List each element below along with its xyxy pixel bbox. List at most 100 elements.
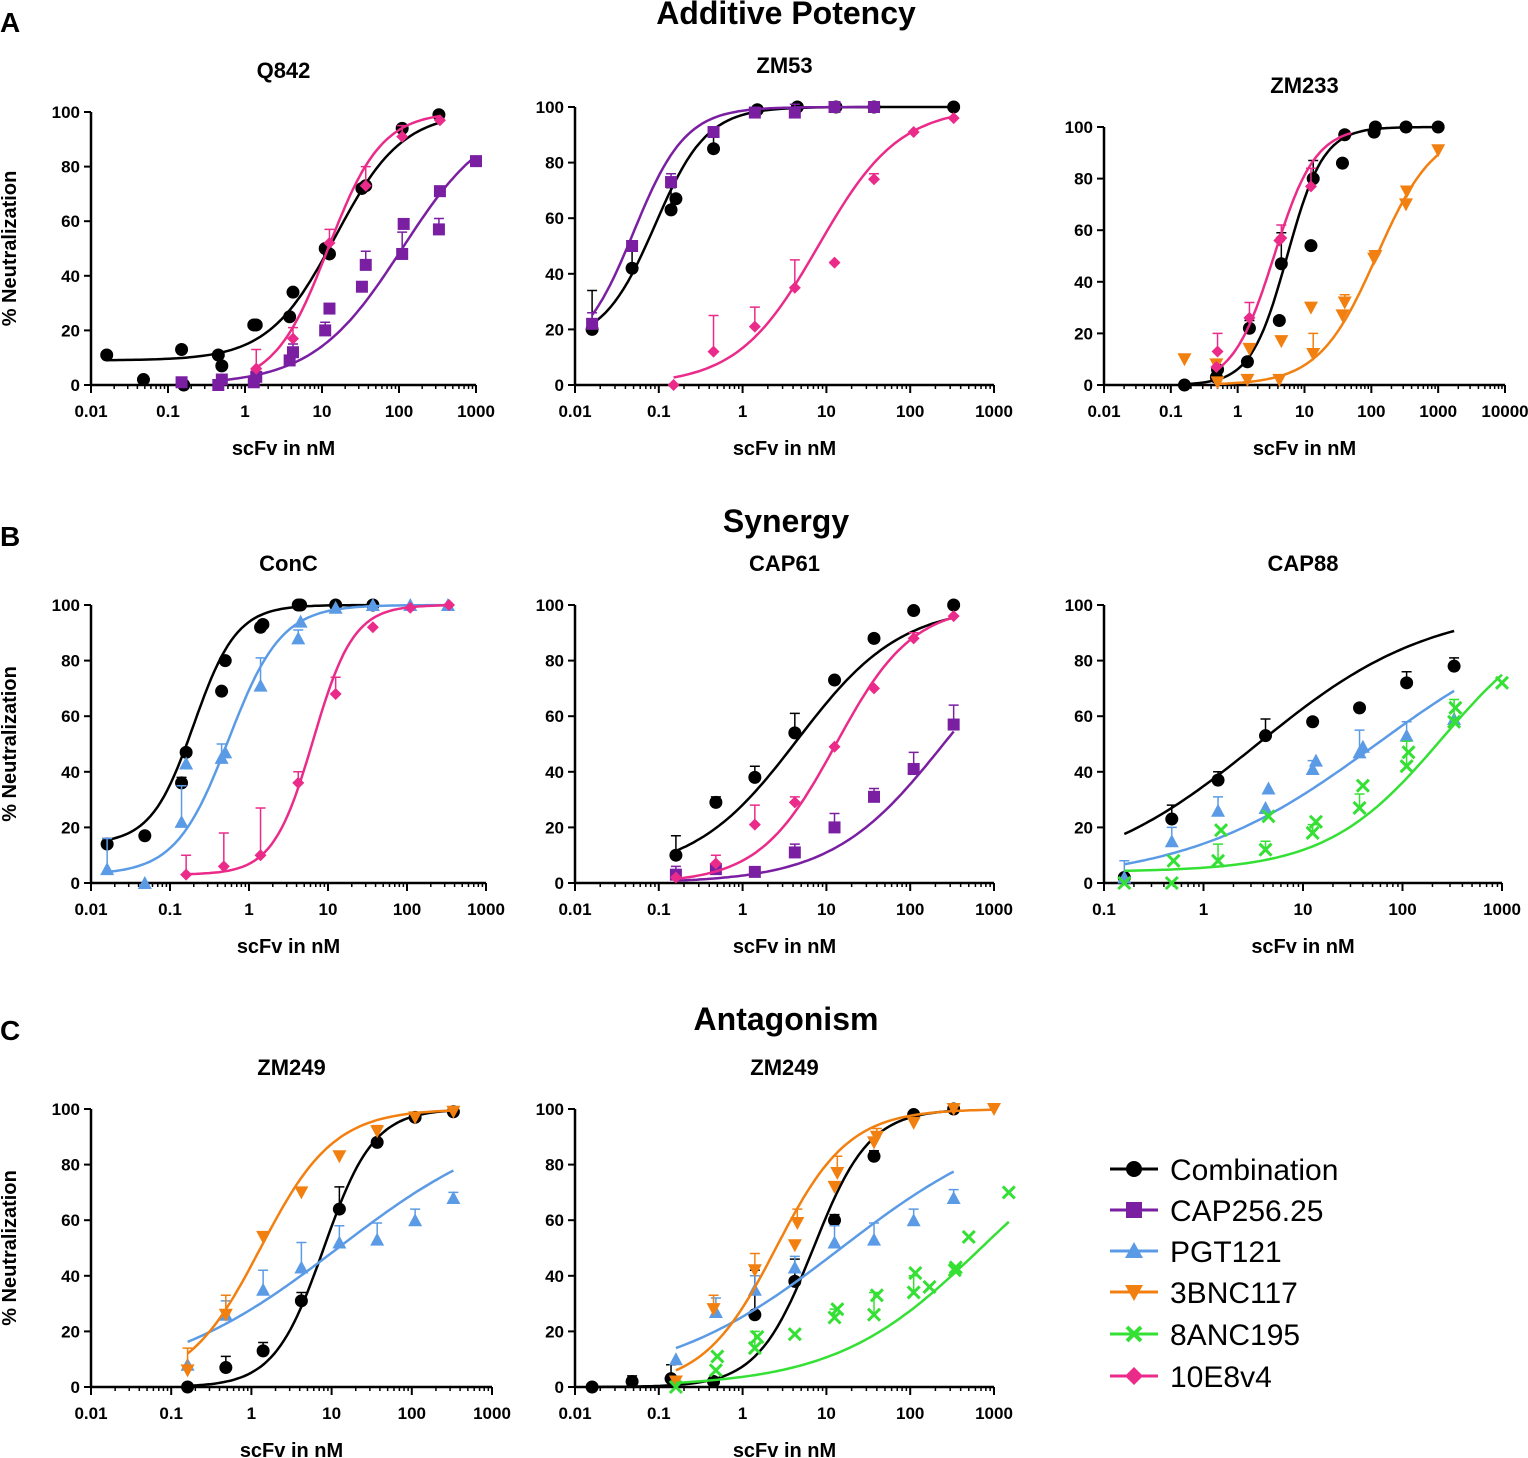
x-tick-label: 0.01 [1087,402,1120,421]
data-point [355,280,368,293]
x-tick-label: 1 [738,402,747,421]
fit-curve-cap256-25 [675,730,955,882]
data-point [446,1190,461,1204]
section-a-letter: A [0,7,20,38]
data-point [828,740,841,753]
x-tick-label: 100 [398,1404,426,1423]
series-pgt121 [668,1170,961,1366]
data-point [215,684,229,698]
data-point [137,876,152,889]
data-point [1447,659,1461,673]
data-point [215,373,228,386]
data-point [180,1364,195,1378]
data-point [788,726,802,740]
y-tick-label: 40 [61,763,80,782]
data-point [470,155,482,168]
data-point [747,1264,762,1278]
data-point [1305,825,1320,841]
data-point [948,1260,963,1275]
data-point [433,185,446,198]
data-point [668,1352,683,1366]
fit-curve-8anc195 [675,1220,1010,1385]
fit-curve-10e8v4 [675,616,955,881]
data-point [669,192,683,206]
series-combination [585,1102,961,1394]
data-point [442,599,455,611]
data-point [1305,762,1320,776]
fit-curve-3bnc117 [675,1108,995,1372]
data-point [1431,120,1445,134]
data-point [707,126,720,139]
data-point [1001,1185,1016,1200]
y-tick-label: 100 [1065,596,1093,615]
data-point [868,790,881,803]
x-axis-label: scFv in nM [237,936,340,958]
data-point [868,173,881,186]
y-tick-label: 0 [71,874,80,893]
x-tick-label: 100 [896,402,924,421]
data-point [868,101,881,113]
x-tick-label: 1000 [473,1404,511,1423]
data-point [1308,814,1324,829]
x-tick-label: 10 [1294,900,1313,919]
data-point [585,1380,599,1394]
data-point [1274,257,1288,271]
data-point [1355,778,1370,793]
data-point [665,176,678,189]
data-point [253,678,268,692]
data-point [1274,335,1289,349]
chart-panel-5: CAP61 0 20 40 60 80 100 0.01 0.1 1 10 100 1000 scFv i… [536,551,1013,958]
data-point [323,302,336,315]
y-tick-label: 60 [61,212,80,231]
data-point [181,1380,195,1394]
y-tick-label: 60 [545,209,564,228]
fit-curve-cap256-25 [591,105,877,316]
x-tick-label: 1 [240,402,249,421]
data-point [748,106,761,119]
x-axis-label: scFv in nM [733,1440,836,1458]
data-point [787,1327,802,1342]
legend-label-8anc195: 8ANC195 [1170,1319,1300,1352]
data-point [1210,360,1223,373]
x-tick-label: 1000 [1419,402,1457,421]
data-point [179,745,193,759]
data-point [1399,185,1414,199]
data-point [1258,842,1273,857]
data-point [294,1294,308,1308]
data-point [219,1361,233,1375]
y-tick-label: 20 [545,320,564,339]
data-point [359,258,372,271]
data-point [788,796,801,809]
data-point [906,1116,921,1130]
x-tick-label: 0.1 [647,1404,671,1423]
fit-curve-3bnc117 [186,1109,454,1355]
fit-curve-3bnc117 [1217,153,1440,386]
y-tick-label: 20 [1074,324,1093,343]
x-tick-label: 1 [1233,402,1242,421]
data-point [286,332,299,345]
data-point [256,1344,270,1358]
fit-curve-combination [106,603,376,842]
data-point [788,846,801,859]
x-tick-label: 10000 [1481,402,1528,421]
y-tick-label: 40 [545,265,564,284]
data-point [1306,348,1321,362]
data-point [1177,378,1191,392]
y-tick-label: 0 [71,1378,80,1397]
fit-curve-pgt121 [106,603,448,874]
data-point [175,376,188,389]
data-point [1211,345,1224,358]
series-combination [100,598,380,851]
data-point [292,776,305,789]
data-point [625,261,639,275]
legend-marker-8anc195 [1125,1325,1143,1343]
series-10e8v4 [1210,131,1352,373]
y-tick-label: 100 [536,98,564,117]
data-point [1164,875,1179,891]
x-axis-label: scFv in nM [240,1440,343,1458]
legend-label-combination: Combination [1170,1154,1338,1187]
data-point [256,1230,271,1244]
data-point [906,1213,921,1227]
data-point [827,1310,842,1325]
